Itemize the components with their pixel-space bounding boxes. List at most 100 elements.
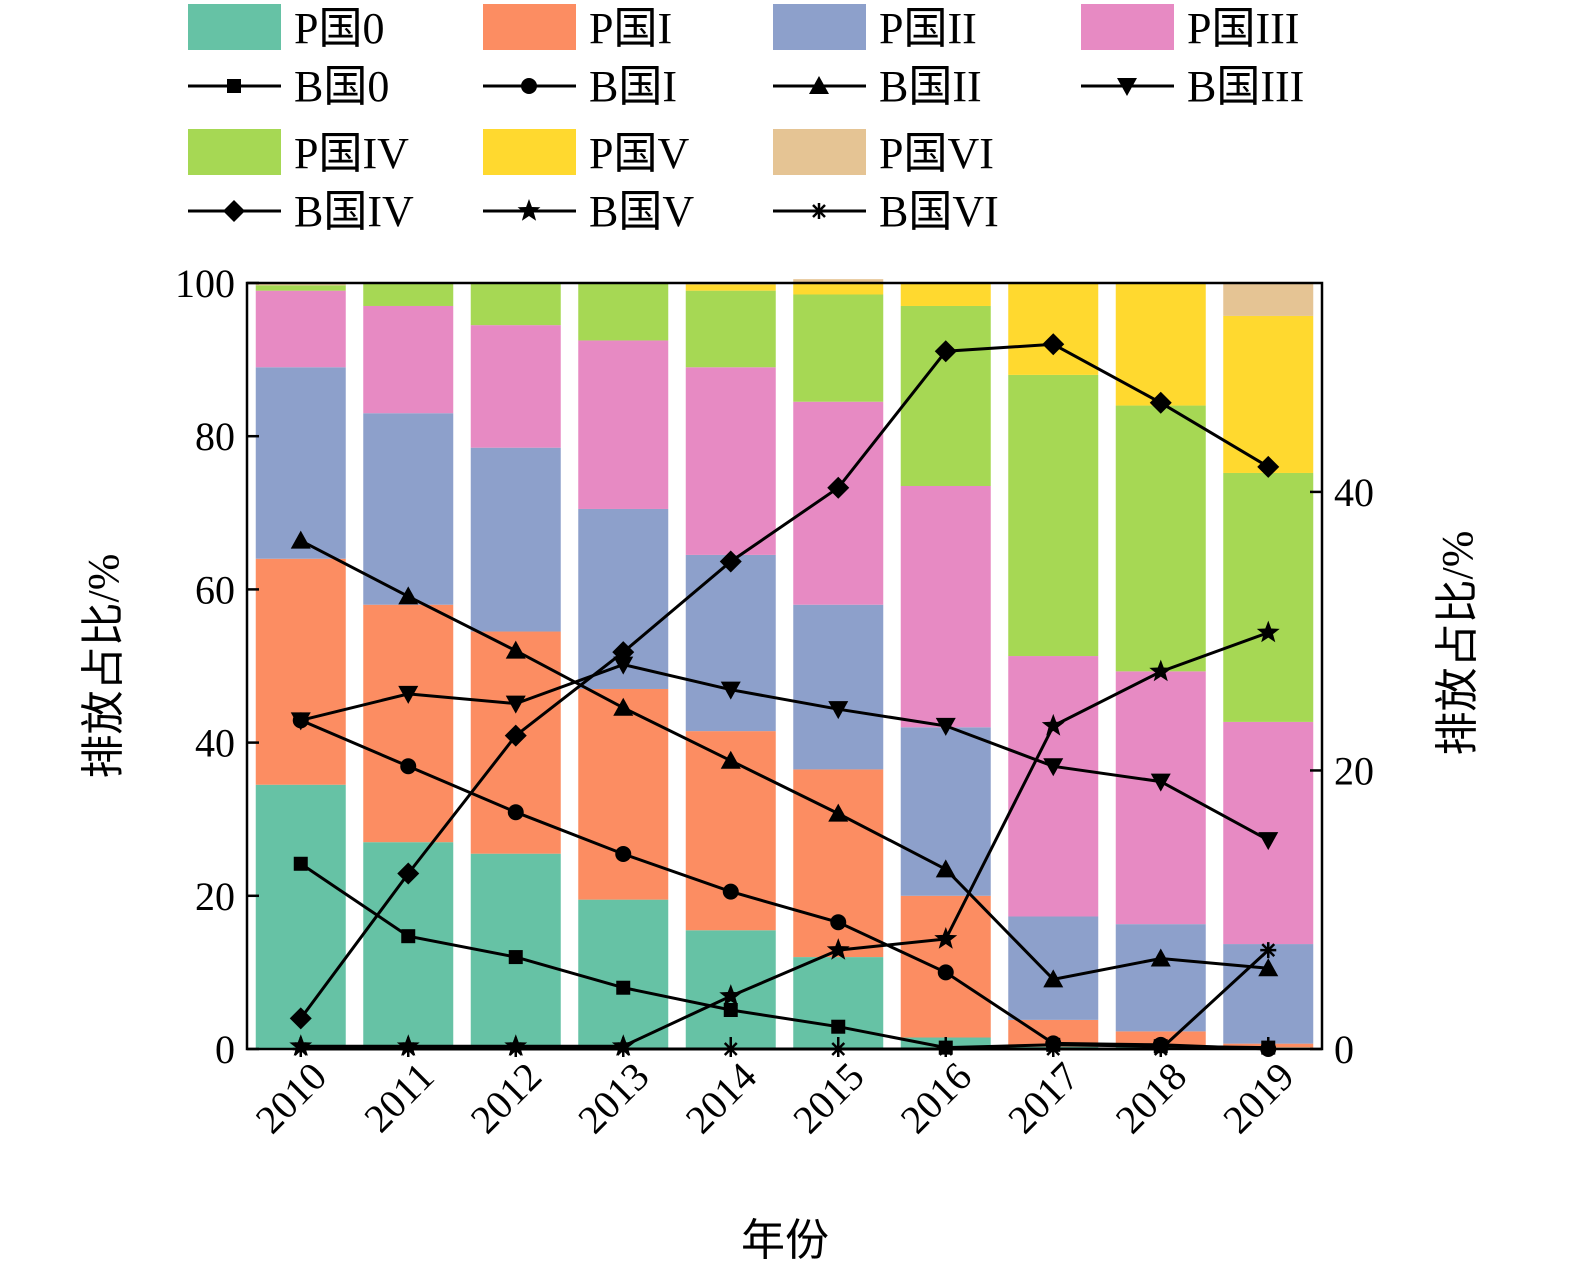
point-B国II-2014	[720, 750, 741, 769]
point-B国IV-2014	[719, 550, 742, 573]
bar-P国II-2011	[363, 413, 454, 605]
y-right-tick-label: 40	[1334, 470, 1374, 515]
y-left-tick-label: 100	[175, 261, 235, 306]
line-B国III	[300, 663, 1270, 842]
point-B国I-2011	[400, 758, 417, 775]
point-B国IV-2012	[504, 724, 527, 747]
bar-P国V-2015	[793, 283, 884, 295]
point-B国I-2016	[937, 964, 954, 981]
legend-label-P国0: P国0	[294, 4, 384, 53]
bar-P国II-2015	[793, 604, 884, 770]
point-B国II-2012	[505, 640, 526, 659]
y-left-tick-label: 60	[195, 567, 235, 612]
line-B国V	[300, 631, 1269, 1048]
bar-P国IV-2015	[793, 294, 884, 402]
legend-label-P国III: P国III	[1187, 4, 1299, 53]
legend-marker-B国0	[227, 79, 241, 93]
line-B国I	[300, 718, 1269, 1051]
legend-swatch-P国0	[188, 4, 281, 50]
point-B国0-2011	[401, 929, 416, 944]
legend-label-P国IV: P国IV	[294, 129, 409, 178]
y-right-tick-label: 20	[1334, 748, 1374, 793]
bar-P国IV-2012	[470, 283, 561, 326]
legend-marker-B国VI	[811, 203, 827, 219]
x-tick-label: 2018	[1107, 1054, 1195, 1142]
legend-swatch-P国III	[1081, 4, 1174, 50]
bar-P国III-2015	[793, 401, 884, 605]
bar-P国II-2014	[685, 554, 776, 732]
bar-P国IV-2011	[363, 283, 454, 306]
y-left-tick-label: 80	[195, 414, 235, 459]
point-B国I-2013	[615, 846, 632, 863]
axes	[245, 281, 1324, 1051]
bar-P国II-2012	[470, 447, 561, 632]
legend: P国0 P国I P国II P国III P国IV P国V P国VI B国0 B国I B国II B国II…	[188, 4, 1304, 236]
point-B国II-2013	[613, 697, 634, 716]
point-B国II-2011	[398, 586, 419, 605]
point-B国III-2018	[1150, 773, 1171, 792]
legend-label-P国I: P国I	[589, 4, 672, 53]
point-B国II-2010	[290, 530, 311, 549]
legend-label-B国III: B国III	[1187, 62, 1304, 111]
point-B国V-2018	[1149, 659, 1173, 682]
x-tick-label: 2019	[1214, 1054, 1302, 1142]
point-B国V-2016	[934, 927, 958, 949]
point-B国0-2013	[616, 980, 631, 995]
point-B国IV-2019	[1257, 455, 1280, 478]
x-tick-label: 2016	[892, 1054, 980, 1142]
point-B国0-2010	[293, 856, 308, 871]
legend-label-B国I: B国I	[589, 62, 677, 111]
bar-P国V-2016	[900, 283, 991, 306]
point-B国IV-2015	[827, 476, 850, 499]
point-B国II-2015	[828, 803, 849, 822]
point-B国I-2014	[722, 883, 739, 900]
legend-label-P国V: P国V	[589, 129, 689, 178]
bar-P国0-2013	[578, 899, 669, 1049]
legend-swatch-P国I	[483, 4, 576, 50]
legend-swatch-P国IV	[188, 129, 281, 175]
point-B国V-2019	[1256, 620, 1280, 643]
legend-label-P国II: P国II	[879, 4, 977, 53]
point-B国V-2015	[826, 938, 850, 960]
bar-P国VI-2015	[793, 279, 884, 283]
y-left-tick-label: 40	[195, 721, 235, 766]
point-B国IV-2010	[289, 1007, 312, 1030]
point-B国III-2017	[1043, 758, 1064, 777]
point-B国IV-2011	[397, 862, 420, 885]
bar-P国IV-2013	[578, 283, 669, 341]
bar-P国V-2014	[685, 284, 776, 291]
bar-P国III-2014	[685, 367, 776, 555]
x-tick-label: 2012	[462, 1054, 550, 1142]
legend-marker-B国V	[517, 199, 541, 221]
point-B国VI-2019	[1260, 942, 1277, 959]
legend-label-B国V: B国V	[589, 187, 694, 236]
point-B国II-2016	[935, 859, 956, 878]
bar-P国III-2016	[900, 485, 991, 728]
point-B国III-2015	[828, 701, 849, 720]
point-B国III-2011	[398, 685, 419, 704]
point-B国I-2012	[507, 804, 524, 821]
y-axis-label-right: 排放占比/%	[1433, 531, 1482, 756]
legend-marker-B国I	[521, 78, 537, 94]
y-left-tick-label: 20	[195, 874, 235, 919]
bar-P国II-2018	[1115, 924, 1206, 1032]
point-B国III-2012	[505, 695, 526, 714]
legend-swatch-P国II	[773, 4, 866, 50]
point-B国II-2019	[1258, 958, 1279, 977]
bar-P国0-2015	[793, 957, 884, 1049]
point-B国II-2018	[1150, 948, 1171, 967]
bar-P国IV-2016	[900, 305, 991, 486]
bar-P国III-2013	[578, 340, 669, 509]
y-left-tick-label: 0	[215, 1027, 235, 1072]
bar-P国IV-2010	[255, 285, 346, 291]
legend-marker-B国IV	[223, 200, 245, 222]
bar-P国III-2010	[255, 290, 346, 368]
bar-P国IV-2018	[1115, 405, 1206, 672]
bar-P国V-2019	[1223, 315, 1314, 473]
y-right-tick-label: 0	[1334, 1027, 1354, 1072]
point-B国IV-2016	[934, 340, 957, 363]
point-B国III-2010	[290, 712, 311, 731]
legend-label-B国VI: B国VI	[879, 187, 999, 236]
point-B国III-2016	[935, 717, 956, 736]
